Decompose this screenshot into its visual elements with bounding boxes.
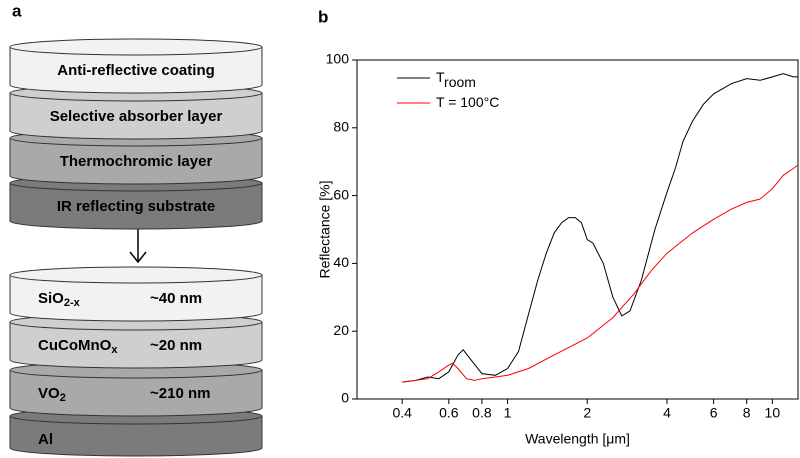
layer-top: [9, 266, 263, 284]
layer-label: Al: [38, 431, 53, 448]
legend-name: T = 100°C: [436, 94, 499, 110]
y-tick-label: 20: [333, 322, 349, 338]
legend-name: T: [436, 69, 445, 85]
panel-label: a: [12, 1, 22, 20]
layer-material: VO: [38, 385, 60, 402]
layer-material: SiO: [38, 290, 64, 307]
arrow-head: [129, 251, 147, 264]
y-tick-label: 0: [341, 390, 349, 406]
x-tick-label: 10: [765, 405, 781, 421]
layer-body: [9, 369, 263, 417]
layer-top: [9, 38, 263, 56]
data-line: [402, 164, 799, 383]
layer-body: [9, 46, 263, 94]
layer-thickness: ~210 nm: [150, 385, 210, 402]
x-tick-label: 0.4: [392, 405, 412, 421]
y-tick-label: 60: [333, 186, 349, 202]
legend-label: Troom: [436, 69, 476, 90]
layer-material: CuCoMnO: [38, 337, 112, 354]
layer-thickness: ~20 nm: [150, 337, 202, 354]
x-tick-label: 8: [743, 405, 751, 421]
layer-body: [9, 415, 263, 457]
legend-label: T = 100°C: [436, 94, 499, 110]
plot-frame: [356, 59, 799, 400]
layer-label: Selective absorber layer: [50, 108, 223, 125]
x-tick-label: 0.6: [439, 405, 459, 421]
data-line: [402, 73, 798, 383]
layer-label: VO2: [38, 385, 66, 404]
x-tick-label: 4: [663, 405, 671, 421]
y-tick-label: 40: [333, 254, 349, 270]
layer-material: x: [111, 344, 118, 356]
layer-label: IR reflecting substrate: [57, 198, 215, 215]
x-tick-label: 1: [504, 405, 512, 421]
layer-label: Anti-reflective coating: [57, 62, 215, 79]
y-tick-label: 80: [333, 119, 349, 135]
layer-body: [9, 92, 263, 140]
legend-sub: room: [444, 74, 476, 90]
layer-material: 2: [60, 392, 66, 404]
x-tick-label: 6: [710, 405, 718, 421]
layer-thickness: ~40 nm: [150, 290, 202, 307]
layer-label: Thermochromic layer: [60, 153, 213, 170]
y-tick-label: 100: [326, 51, 350, 67]
x-tick-label: 0.8: [472, 405, 492, 421]
layer-body: [9, 274, 263, 322]
layer-label: CuCoMnOx: [38, 337, 118, 356]
x-tick-label: 2: [583, 405, 591, 421]
layer-material: Al: [38, 431, 53, 448]
layer-body: [9, 321, 263, 369]
layer-label: SiO2-x: [38, 290, 81, 309]
y-axis-label: Reflectance [%]: [317, 180, 333, 278]
layer-material: 2-x: [64, 297, 81, 309]
layer-body: [9, 137, 263, 185]
layer-body: [9, 182, 263, 230]
x-axis-label: Wavelength [μm]: [525, 431, 630, 447]
panel-label: b: [318, 7, 328, 26]
